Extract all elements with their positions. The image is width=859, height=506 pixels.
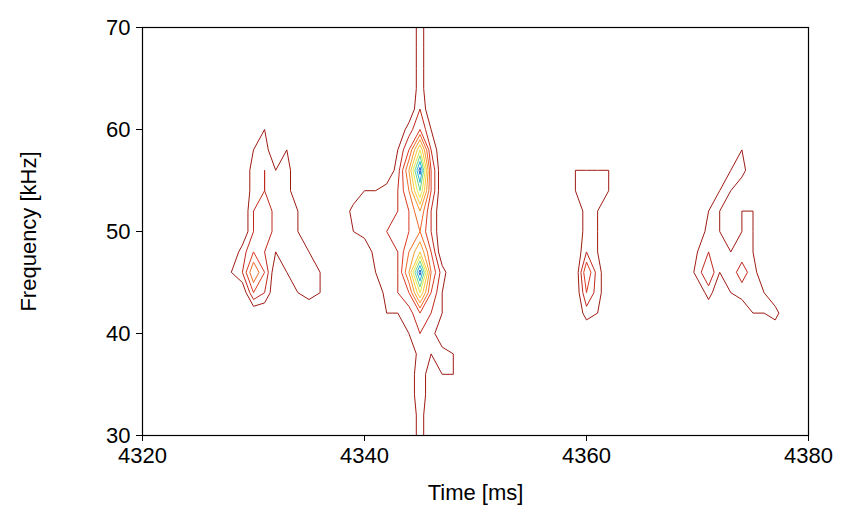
svg-text:60: 60 (106, 117, 130, 142)
svg-text:4360: 4360 (562, 443, 611, 468)
svg-text:30: 30 (106, 422, 131, 448)
svg-text:70: 70 (106, 15, 130, 40)
svg-text:4380: 4380 (784, 443, 833, 468)
svg-text:40: 40 (106, 321, 130, 346)
svg-text:50: 50 (106, 219, 130, 244)
svg-text:Time [ms]: Time [ms] (428, 480, 524, 505)
svg-text:Frequency [kHz]: Frequency [kHz] (16, 151, 41, 311)
svg-text:4320: 4320 (118, 443, 167, 468)
svg-text:4340: 4340 (340, 443, 389, 468)
